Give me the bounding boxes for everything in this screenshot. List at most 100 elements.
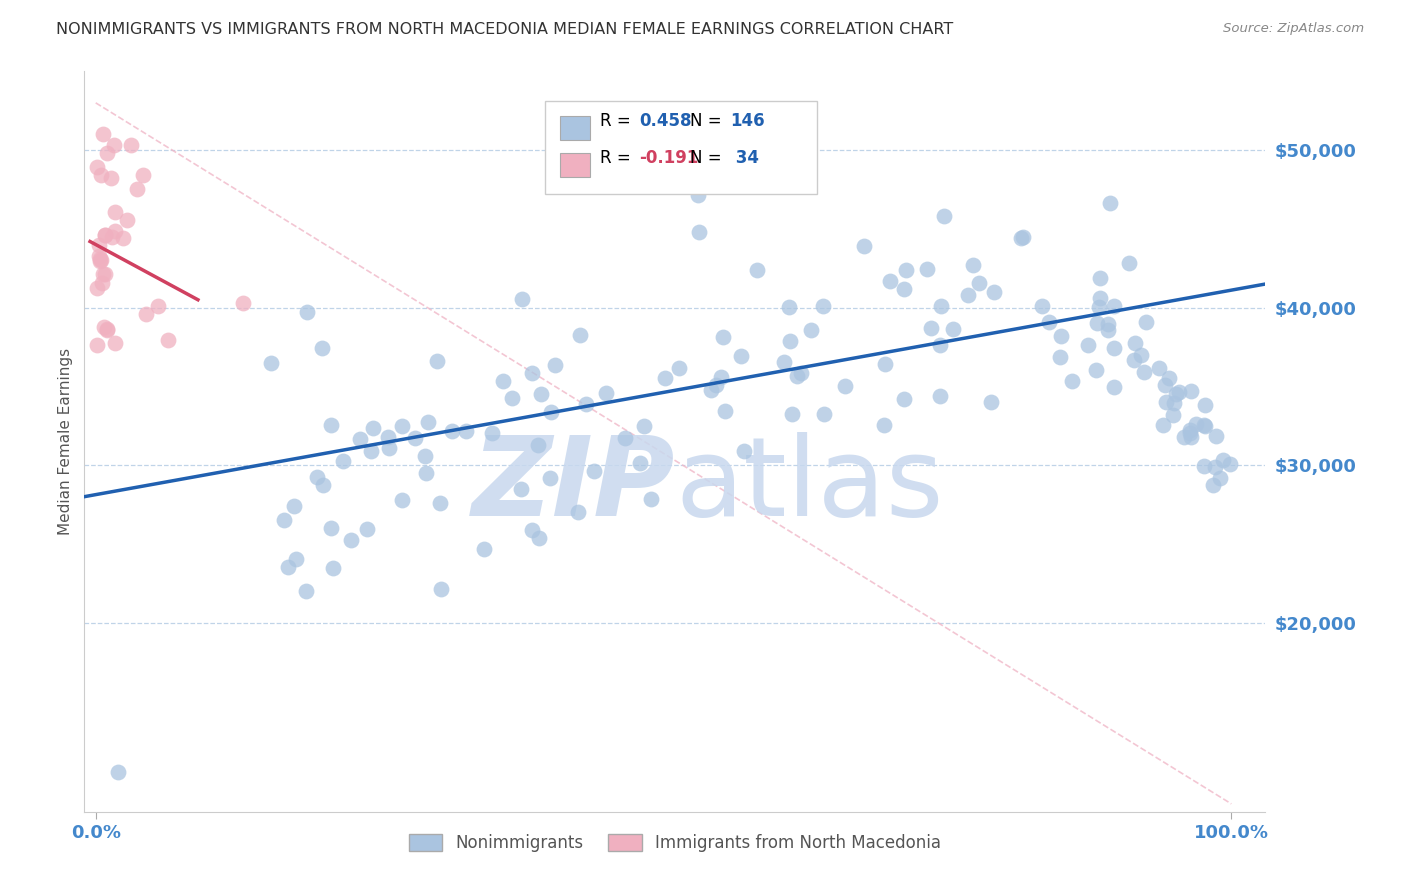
Point	[117, 213, 139, 227]
Point	[294, 584, 316, 599]
Point	[582, 464, 605, 478]
Point	[132, 168, 155, 182]
Point	[135, 307, 157, 321]
Point	[312, 477, 335, 491]
Point	[1219, 458, 1241, 472]
Point	[773, 355, 796, 369]
Point	[96, 323, 118, 337]
Point	[595, 385, 617, 400]
Point	[1178, 423, 1201, 437]
Point	[779, 334, 801, 349]
Point	[929, 338, 952, 352]
Point	[1102, 299, 1125, 313]
Point	[378, 441, 401, 455]
Point	[125, 182, 148, 196]
Point	[416, 415, 439, 429]
Point	[146, 299, 169, 313]
Point	[527, 531, 550, 545]
Point	[745, 263, 768, 277]
Point	[404, 431, 426, 445]
Point	[1050, 329, 1073, 343]
Point	[440, 425, 463, 439]
Point	[1049, 350, 1071, 364]
Point	[1135, 315, 1157, 329]
Point	[283, 499, 305, 513]
Point	[1088, 271, 1111, 285]
Point	[90, 252, 112, 267]
Point	[879, 274, 901, 288]
Text: 0.458: 0.458	[640, 112, 692, 130]
Point	[90, 168, 112, 182]
Point	[391, 492, 413, 507]
Point	[800, 323, 823, 337]
Point	[714, 403, 737, 417]
Legend: Nonimmigrants, Immigrants from North Macedonia: Nonimmigrants, Immigrants from North Mac…	[402, 828, 948, 859]
Point	[700, 383, 723, 397]
Point	[640, 491, 662, 506]
Point	[1185, 417, 1208, 432]
Text: NONIMMIGRANTS VS IMMIGRANTS FROM NORTH MACEDONIA MEDIAN FEMALE EARNINGS CORRELAT: NONIMMIGRANTS VS IMMIGRANTS FROM NORTH M…	[56, 22, 953, 37]
Point	[893, 392, 915, 406]
Point	[1097, 317, 1119, 331]
Point	[1077, 338, 1099, 352]
Point	[1123, 336, 1146, 351]
Point	[983, 285, 1005, 299]
Point	[956, 288, 979, 302]
Point	[413, 449, 436, 463]
Point	[311, 341, 333, 355]
Point	[426, 353, 449, 368]
Point	[790, 366, 813, 380]
Point	[1087, 316, 1109, 330]
Point	[86, 338, 108, 352]
Point	[1099, 195, 1122, 210]
Point	[567, 505, 589, 519]
Point	[322, 561, 344, 575]
Point	[915, 262, 938, 277]
Point	[1192, 459, 1215, 474]
Point	[1038, 315, 1060, 329]
Point	[96, 322, 118, 336]
Point	[1202, 477, 1225, 491]
Point	[1180, 430, 1202, 444]
Point	[733, 444, 755, 458]
Point	[103, 138, 125, 153]
Point	[104, 205, 127, 219]
Point	[1153, 378, 1175, 392]
Point	[730, 349, 752, 363]
Point	[686, 188, 709, 202]
Point	[1154, 395, 1177, 409]
Text: ZIP: ZIP	[471, 433, 675, 540]
Text: R =: R =	[600, 149, 637, 167]
Text: N =: N =	[690, 112, 727, 130]
Point	[260, 356, 283, 370]
Point	[780, 407, 803, 421]
Point	[340, 533, 363, 547]
Point	[1161, 408, 1184, 422]
Point	[1204, 459, 1226, 474]
Point	[96, 145, 118, 160]
Point	[1088, 300, 1111, 314]
Point	[704, 378, 727, 392]
Point	[107, 765, 129, 780]
Point	[86, 281, 108, 295]
Point	[1205, 429, 1227, 443]
Point	[893, 282, 915, 296]
Point	[100, 171, 122, 186]
Point	[1031, 300, 1053, 314]
FancyBboxPatch shape	[561, 153, 591, 178]
Point	[91, 267, 114, 281]
Point	[510, 292, 533, 306]
Point	[93, 227, 115, 242]
Point	[527, 438, 550, 452]
Point	[94, 267, 117, 281]
Point	[332, 454, 354, 468]
Point	[277, 560, 299, 574]
Point	[834, 379, 856, 393]
Point	[87, 249, 110, 263]
Point	[104, 224, 127, 238]
Text: -0.191: -0.191	[640, 149, 699, 167]
Point	[1010, 231, 1032, 245]
Point	[1097, 323, 1119, 337]
Point	[360, 443, 382, 458]
Point	[811, 299, 834, 313]
